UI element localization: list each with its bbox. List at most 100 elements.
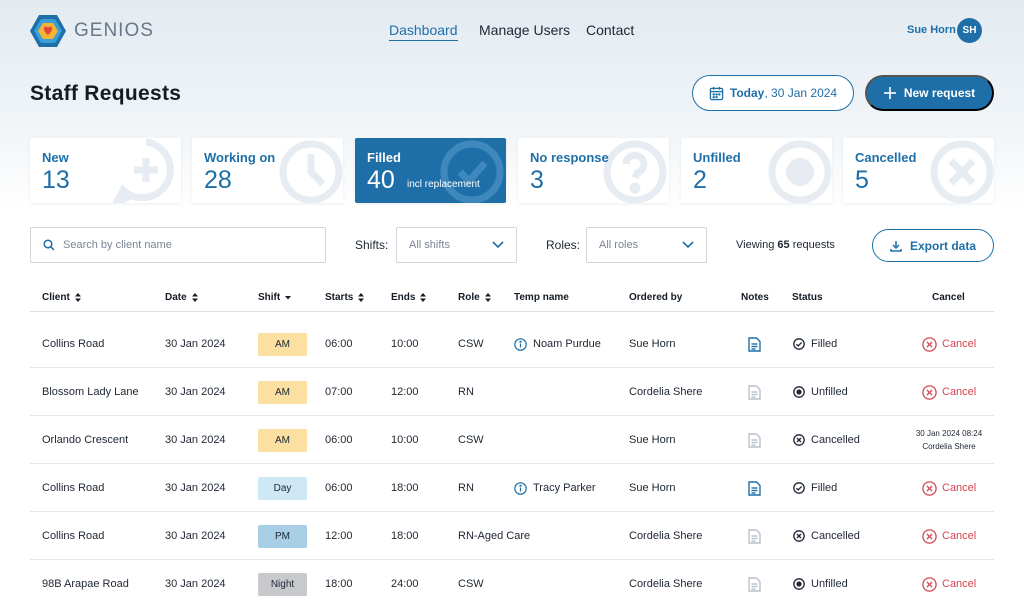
sort-desc-icon bbox=[285, 296, 292, 300]
column-header-ends[interactable]: Ends bbox=[391, 292, 427, 303]
circle-dot-icon bbox=[793, 578, 805, 590]
search-input[interactable] bbox=[63, 239, 303, 251]
shift-badge: AM bbox=[258, 332, 307, 356]
column-header-status: Status bbox=[792, 292, 823, 303]
cell-client: Collins Road bbox=[42, 338, 105, 350]
question-icon bbox=[603, 140, 667, 203]
column-header-cancel: Cancel bbox=[932, 292, 965, 303]
column-header-ordered-by: Ordered by bbox=[629, 292, 683, 303]
avatar[interactable]: SH bbox=[957, 18, 982, 43]
column-header-starts[interactable]: Starts bbox=[325, 292, 365, 303]
cell-ends: 18:00 bbox=[391, 530, 419, 542]
sort-icon bbox=[484, 293, 491, 302]
cell-status: Unfilled bbox=[793, 560, 848, 600]
x-circle-icon bbox=[930, 140, 994, 203]
table-row[interactable]: Orlando Crescent 30 Jan 2024 AM 06:00 10:00 C… bbox=[30, 416, 994, 464]
cancel-button[interactable]: Cancel bbox=[922, 368, 976, 416]
date-picker-button[interactable]: Today, 30 Jan 2024 bbox=[692, 75, 854, 111]
cell-role: RN bbox=[458, 482, 474, 494]
cell-status: Filled bbox=[793, 320, 837, 368]
brand-name: GENIOS bbox=[74, 20, 154, 41]
cancel-button[interactable]: Cancel bbox=[922, 320, 976, 368]
shift-badge: Night bbox=[258, 572, 307, 596]
page-title: Staff Requests bbox=[30, 82, 182, 105]
notes-button[interactable] bbox=[748, 368, 761, 416]
circle-dot-icon bbox=[768, 140, 832, 203]
cancel-button[interactable]: Cancel bbox=[922, 512, 976, 560]
cell-temp-name: Noam Purdue bbox=[514, 320, 601, 368]
cell-ordered-by: Cordelia Shere bbox=[629, 386, 703, 398]
notes-button[interactable] bbox=[748, 560, 761, 600]
stat-card-no-response[interactable]: No response 3 bbox=[518, 138, 669, 203]
cell-date: 30 Jan 2024 bbox=[165, 482, 226, 494]
cell-ends: 24:00 bbox=[391, 578, 419, 590]
column-header-temp-name: Temp name bbox=[514, 292, 569, 303]
cell-temp-name: Tracy Parker bbox=[514, 464, 596, 512]
shifts-select[interactable]: All shifts bbox=[396, 227, 517, 263]
check-circle-icon bbox=[793, 482, 805, 494]
stat-card-new[interactable]: New 13 bbox=[30, 138, 181, 203]
cancel-button[interactable]: Cancel bbox=[922, 560, 976, 600]
cell-role: CSW bbox=[458, 578, 484, 590]
clock-icon bbox=[279, 140, 343, 203]
cell-client: Collins Road bbox=[42, 482, 105, 494]
new-request-button[interactable]: New request bbox=[865, 75, 994, 111]
stat-card-working-on[interactable]: Working on 28 bbox=[192, 138, 343, 203]
cell-role: CSW bbox=[458, 434, 484, 446]
table-row[interactable]: Collins Road 30 Jan 2024 AM 06:00 10:00 CSW No… bbox=[30, 320, 994, 368]
cell-ordered-by: Sue Horn bbox=[629, 434, 676, 446]
cancel-x-icon bbox=[922, 576, 937, 592]
table-row[interactable]: Blossom Lady Lane 30 Jan 2024 AM 07:00 12:00… bbox=[30, 368, 994, 416]
notes-icon bbox=[748, 576, 761, 592]
plus-icon bbox=[883, 87, 896, 99]
search-icon bbox=[43, 239, 55, 251]
table-row[interactable]: 98B Arapae Road 30 Jan 2024 Night 18:00 24:0… bbox=[30, 560, 994, 600]
column-header-date[interactable]: Date bbox=[165, 292, 198, 303]
column-header-shift[interactable]: Shift bbox=[258, 292, 292, 303]
shift-badge: AM bbox=[258, 380, 307, 404]
roles-select[interactable]: All roles bbox=[586, 227, 707, 263]
export-data-button[interactable]: Export data bbox=[872, 229, 994, 262]
nav-dashboard[interactable]: Dashboard bbox=[389, 22, 458, 41]
cell-starts: 07:00 bbox=[325, 386, 353, 398]
cell-date: 30 Jan 2024 bbox=[165, 434, 226, 446]
user-name[interactable]: Sue Horn bbox=[907, 24, 956, 36]
cell-starts: 06:00 bbox=[325, 338, 353, 350]
x-circle-icon bbox=[793, 530, 805, 542]
search-box[interactable] bbox=[30, 227, 326, 263]
notes-button[interactable] bbox=[748, 464, 761, 512]
top-header: GENIOS Dashboard Manage Users Contact Su… bbox=[0, 0, 1024, 60]
column-header-role[interactable]: Role bbox=[458, 292, 491, 303]
cell-client: Collins Road bbox=[42, 530, 105, 542]
cell-ends: 10:00 bbox=[391, 434, 419, 446]
table-row[interactable]: Collins Road 30 Jan 2024 PM 12:00 18:00 RN-Ag… bbox=[30, 512, 994, 560]
check-circle-icon bbox=[440, 140, 504, 203]
table-row[interactable]: Collins Road 30 Jan 2024 Day 06:00 18:00 RN Tr… bbox=[30, 464, 994, 512]
notes-icon bbox=[748, 384, 761, 400]
notes-icon bbox=[748, 432, 761, 448]
stat-card-unfilled[interactable]: Unfilled 2 bbox=[681, 138, 832, 203]
info-icon[interactable] bbox=[514, 481, 527, 495]
genios-logo-icon[interactable] bbox=[30, 14, 66, 48]
cell-starts: 06:00 bbox=[325, 434, 353, 446]
nav-contact[interactable]: Contact bbox=[586, 22, 635, 38]
notes-button[interactable] bbox=[748, 416, 761, 464]
stat-card-filled[interactable]: Filled 40 incl replacement bbox=[355, 138, 506, 203]
cell-ordered-by: Cordelia Shere bbox=[629, 578, 703, 590]
roles-filter-label: Roles: bbox=[546, 238, 581, 252]
notes-button[interactable] bbox=[748, 512, 761, 560]
cell-date: 30 Jan 2024 bbox=[165, 386, 226, 398]
sort-icon bbox=[420, 293, 427, 302]
notes-icon bbox=[748, 528, 761, 544]
cancelled-info: 30 Jan 2024 08:24 Cordelia Shere bbox=[915, 429, 983, 451]
column-header-client[interactable]: Client bbox=[42, 292, 81, 303]
cancel-button[interactable]: Cancel bbox=[922, 464, 976, 512]
cell-status: Unfilled bbox=[793, 368, 848, 416]
notes-button[interactable] bbox=[748, 320, 761, 368]
x-circle-icon bbox=[793, 434, 805, 446]
cancel-x-icon bbox=[922, 384, 937, 400]
nav-manage-users[interactable]: Manage Users bbox=[479, 22, 571, 38]
viewing-count: Viewing 65 requests bbox=[736, 239, 835, 251]
stat-card-cancelled[interactable]: Cancelled 5 bbox=[843, 138, 994, 203]
info-icon[interactable] bbox=[514, 337, 527, 351]
